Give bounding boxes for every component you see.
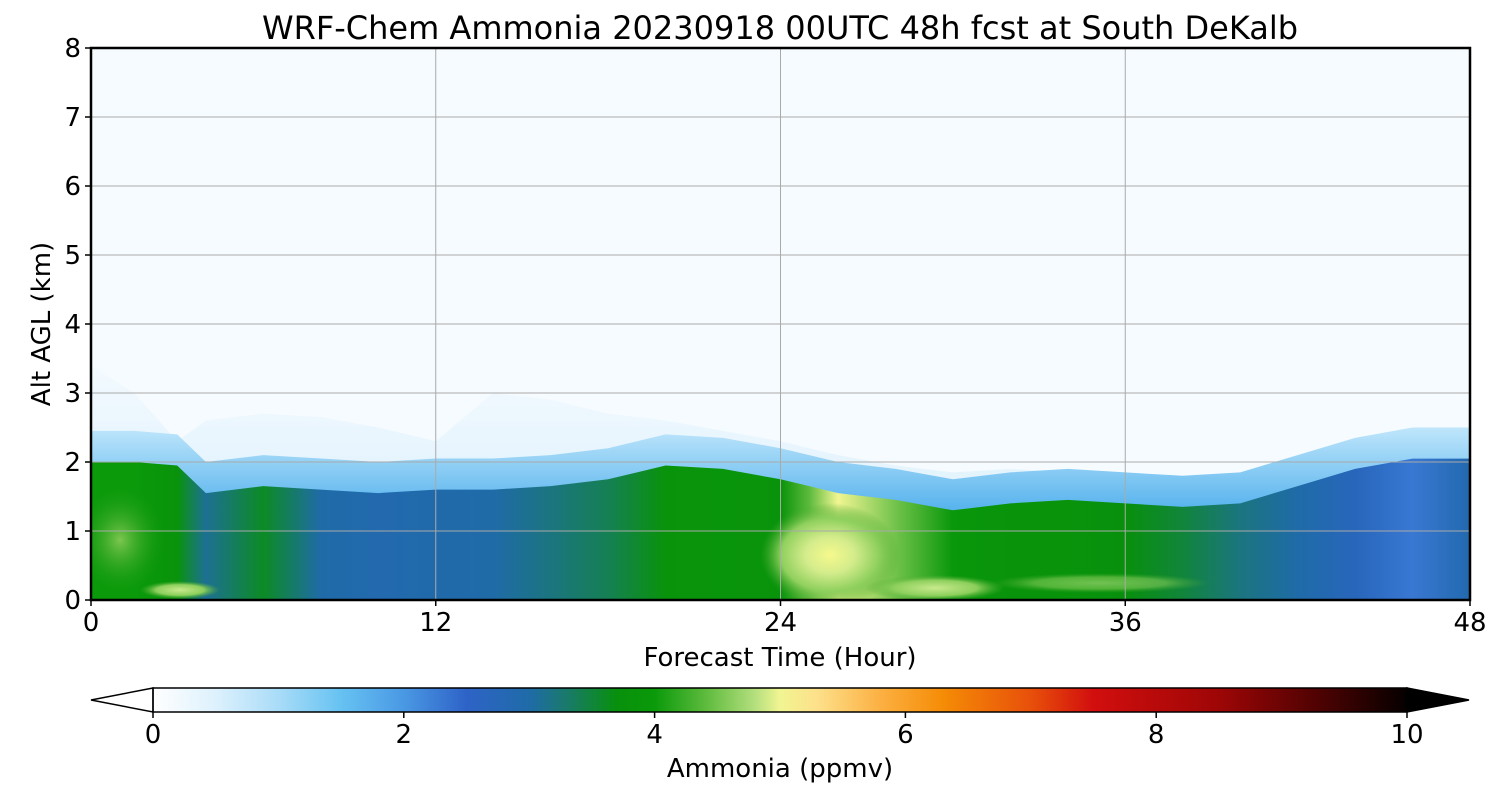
y-tick-label: 2 [64, 448, 81, 478]
y-tick-label: 8 [64, 34, 81, 64]
colorbar-scale [153, 688, 1407, 712]
y-tick-label: 1 [64, 517, 81, 547]
colorbar-tick-label: 10 [1390, 720, 1423, 750]
y-tick-label: 6 [64, 172, 81, 202]
colorbar: 0 2 4 6 8 10 Ammonia (ppmv) [90, 687, 1470, 784]
colorbar-ticks: 0 2 4 6 8 10 [145, 712, 1424, 750]
y-tick-label: 3 [64, 379, 81, 409]
x-tick-label: 24 [764, 608, 797, 638]
maximum-core [760, 503, 900, 600]
x-axis-label: Forecast Time (Hour) [643, 643, 916, 673]
y-tick-label: 5 [64, 241, 81, 271]
colorbar-under-arrow [90, 687, 154, 713]
plot-area [91, 48, 1470, 600]
x-tick-label: 0 [83, 608, 100, 638]
left-surface-streak [140, 581, 220, 599]
colorbar-tick-label: 8 [1148, 720, 1165, 750]
left-surface-patch [91, 485, 165, 595]
y-tick-label: 0 [64, 586, 81, 616]
colorbar-tick-label: 4 [646, 720, 663, 750]
colorbar-label: Ammonia (ppmv) [667, 754, 893, 784]
chart-title: WRF-Chem Ammonia 20230918 00UTC 48h fcst… [262, 9, 1298, 47]
x-tick-label: 48 [1453, 608, 1486, 638]
surface-ribbon [865, 575, 1005, 600]
lower-streak [990, 573, 1210, 593]
colorbar-tick-label: 6 [897, 720, 914, 750]
x-axis-ticks: 0 12 24 36 48 [83, 600, 1487, 638]
y-axis-ticks: 0 1 2 3 4 5 6 7 8 [64, 34, 91, 616]
colorbar-tick-label: 0 [145, 720, 162, 750]
y-tick-label: 7 [64, 103, 81, 133]
x-tick-label: 12 [419, 608, 452, 638]
colorbar-over-arrow [1406, 687, 1470, 713]
colorbar-tick-label: 2 [396, 720, 413, 750]
colorbar-frame [152, 687, 1408, 713]
grid-lines [91, 48, 1470, 600]
y-tick-label: 4 [64, 310, 81, 340]
y-axis-label: Alt AGL (km) [27, 242, 57, 406]
x-tick-label: 36 [1109, 608, 1142, 638]
